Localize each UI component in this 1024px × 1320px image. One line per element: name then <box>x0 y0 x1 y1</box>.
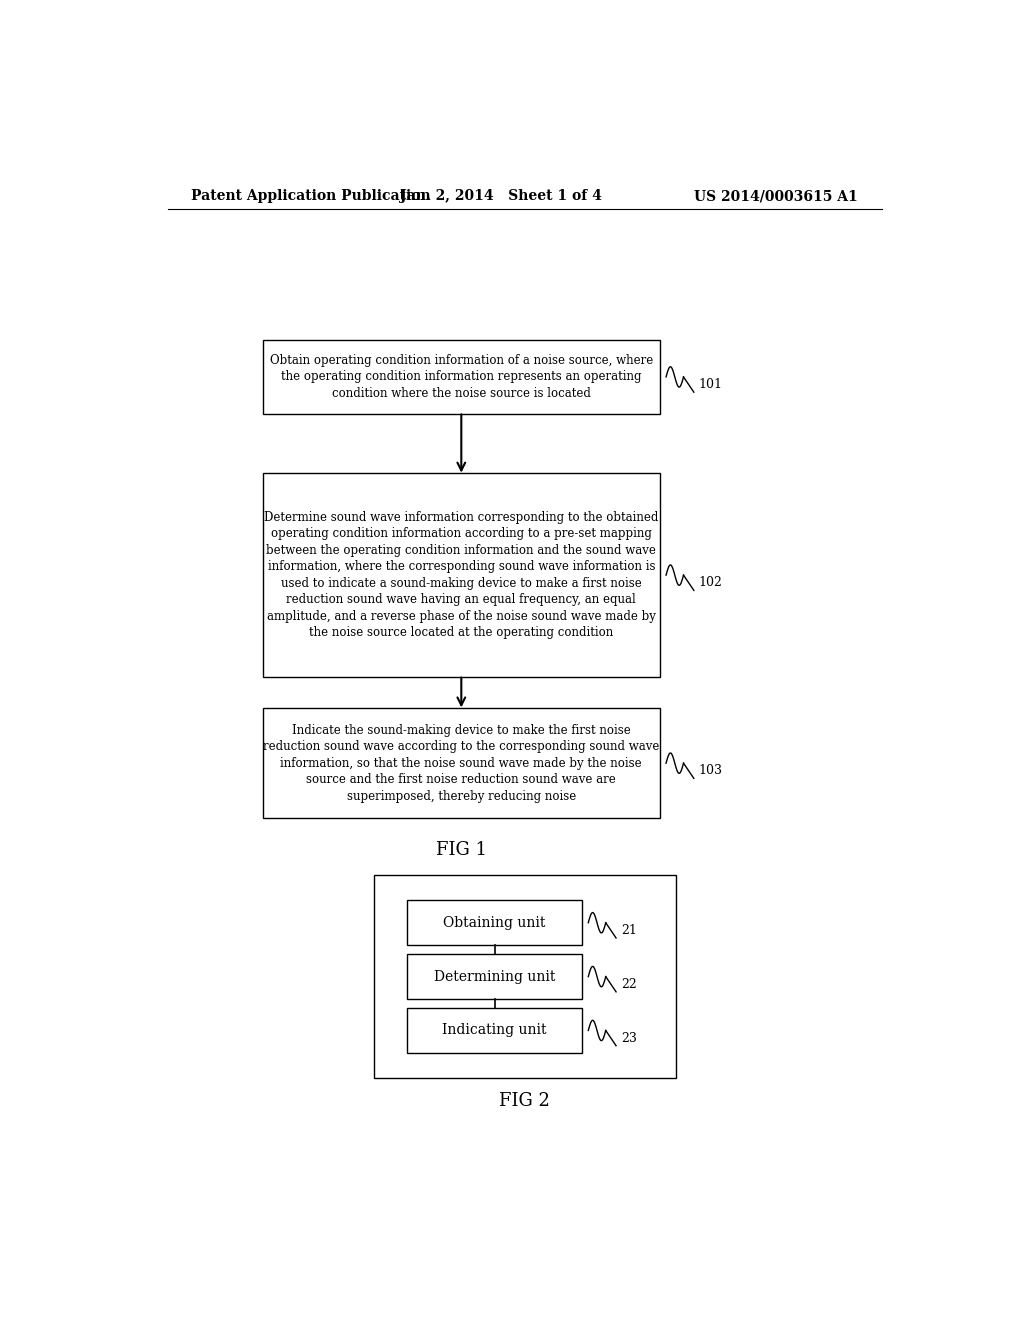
Text: 23: 23 <box>621 1032 637 1044</box>
FancyBboxPatch shape <box>263 341 659 413</box>
FancyBboxPatch shape <box>263 474 659 677</box>
Text: Patent Application Publication: Patent Application Publication <box>191 189 431 203</box>
Text: 102: 102 <box>698 577 723 589</box>
FancyBboxPatch shape <box>408 900 582 945</box>
Text: Indicate the sound-making device to make the first noise
reduction sound wave ac: Indicate the sound-making device to make… <box>263 723 659 803</box>
Text: Indicating unit: Indicating unit <box>442 1023 547 1038</box>
Text: FIG 2: FIG 2 <box>500 1092 550 1110</box>
Text: Obtaining unit: Obtaining unit <box>443 916 546 929</box>
FancyBboxPatch shape <box>374 875 676 1078</box>
Text: US 2014/0003615 A1: US 2014/0003615 A1 <box>694 189 858 203</box>
FancyBboxPatch shape <box>263 709 659 818</box>
Text: FIG 1: FIG 1 <box>436 841 486 858</box>
Text: 101: 101 <box>698 378 723 391</box>
Text: 21: 21 <box>621 924 637 937</box>
Text: Determining unit: Determining unit <box>434 970 555 983</box>
Text: 22: 22 <box>621 978 637 991</box>
Text: Jan. 2, 2014   Sheet 1 of 4: Jan. 2, 2014 Sheet 1 of 4 <box>400 189 602 203</box>
Text: 103: 103 <box>698 764 723 777</box>
FancyBboxPatch shape <box>408 954 582 999</box>
FancyBboxPatch shape <box>408 1008 582 1053</box>
Text: Obtain operating condition information of a noise source, where
the operating co: Obtain operating condition information o… <box>269 354 653 400</box>
Text: Determine sound wave information corresponding to the obtained
operating conditi: Determine sound wave information corresp… <box>264 511 658 639</box>
